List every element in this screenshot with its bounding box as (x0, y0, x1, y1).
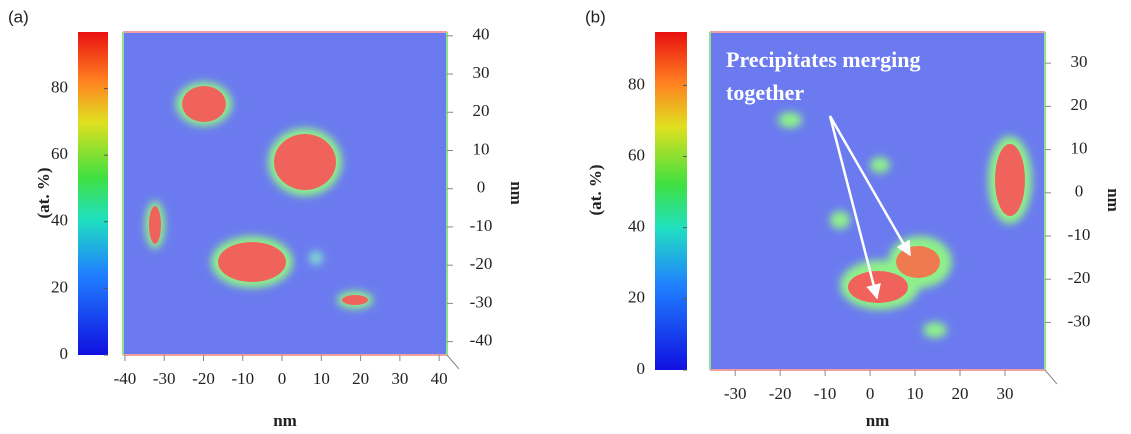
colorbar-tick-label: 60 (51, 144, 68, 163)
x-tick-label: 10 (907, 384, 924, 403)
y-tick-label: 30 (1071, 52, 1088, 71)
y-tick-label: 0 (477, 178, 486, 197)
x-tick-label: -20 (192, 369, 215, 388)
panel-label: (a) (8, 7, 29, 26)
y-tick-label: 40 (473, 25, 490, 44)
y-tick-label: 20 (1071, 95, 1088, 114)
y-tick-label: -10 (1068, 225, 1091, 244)
x-axis-label: nm (273, 411, 297, 430)
y-axis-label: nm (1104, 188, 1123, 212)
x-tick-label: 40 (431, 369, 448, 388)
colorbar-tick-label: 80 (628, 74, 645, 93)
y-axis-label: nm (507, 181, 526, 205)
colorbar-tick-label: 40 (628, 217, 645, 236)
x-tick-label: -20 (769, 384, 792, 403)
x-tick-label: -40 (114, 369, 137, 388)
x-tick-label: 0 (866, 384, 875, 403)
x-tick-label: -10 (814, 384, 837, 403)
colorbar-label: (at. %) (34, 168, 53, 219)
x-axis-label: nm (866, 411, 890, 430)
colorbar-tick-label: 20 (51, 277, 68, 296)
colorbar-label: (at. %) (586, 165, 605, 216)
y-tick-label: -40 (470, 331, 493, 350)
colorbar (78, 32, 108, 355)
colorbar (655, 32, 687, 370)
x-tick-label: 0 (278, 369, 287, 388)
x-tick-label: 10 (313, 369, 330, 388)
x-tick-label: -30 (724, 384, 747, 403)
x-tick-label: 30 (996, 384, 1013, 403)
y-tick-label: 10 (1071, 138, 1088, 157)
panel-label: (b) (585, 7, 606, 26)
annotation: together (726, 80, 804, 105)
colorbar-tick-label: 40 (51, 211, 68, 230)
y-tick-label: -30 (470, 292, 493, 311)
x-tick-label: -30 (153, 369, 176, 388)
colorbar-tick-label: 80 (51, 78, 68, 97)
colorbar-tick-label: 60 (628, 145, 645, 164)
annotation: Precipitates merging (726, 47, 920, 72)
y-tick-label: 20 (473, 101, 490, 120)
axis-corner (1044, 369, 1058, 385)
colorbar-tick-label: 0 (637, 359, 646, 378)
y-tick-label: -20 (1068, 268, 1091, 287)
x-tick-label: 30 (391, 369, 408, 388)
x-tick-label: -10 (231, 369, 254, 388)
map-a (123, 32, 447, 355)
y-tick-label: 10 (473, 139, 490, 158)
arrow (828, 115, 912, 257)
arrow (828, 115, 881, 300)
y-tick-label: 0 (1075, 182, 1084, 201)
y-tick-label: 30 (473, 63, 490, 82)
axis-corner (446, 354, 460, 370)
x-tick-label: 20 (352, 369, 369, 388)
x-tick-label: 20 (952, 384, 969, 403)
y-tick-label: -10 (470, 216, 493, 235)
colorbar-tick-label: 20 (628, 288, 645, 307)
y-tick-label: -30 (1068, 311, 1091, 330)
colorbar-tick-label: 0 (60, 344, 69, 363)
y-tick-label: -20 (470, 254, 493, 273)
